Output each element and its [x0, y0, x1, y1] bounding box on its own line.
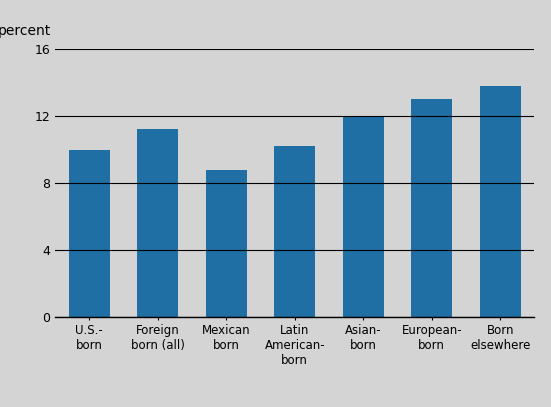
- Bar: [411, 99, 452, 317]
- Bar: [343, 116, 384, 317]
- Bar: [480, 86, 521, 317]
- Bar: [137, 129, 179, 317]
- Bar: [69, 149, 110, 317]
- Bar: [206, 170, 247, 317]
- Text: percent: percent: [0, 24, 51, 38]
- Bar: [274, 146, 315, 317]
